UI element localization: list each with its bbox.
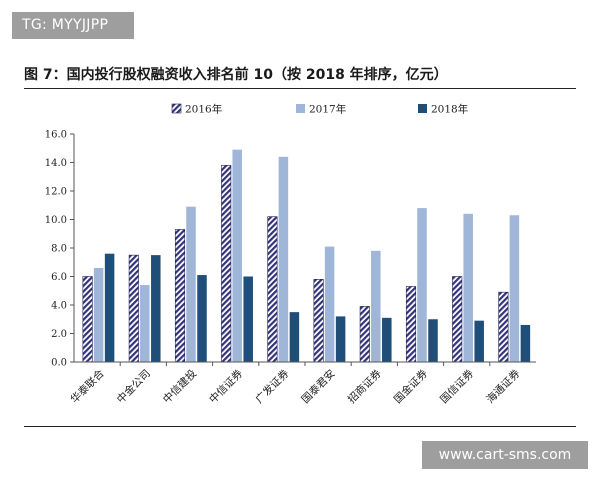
bar-2017 [371, 250, 381, 362]
x-category-label: 国信证券 [437, 367, 476, 406]
bar-2018 [104, 253, 115, 362]
bar-2016 [221, 165, 232, 363]
bar-2017 [509, 215, 520, 362]
watermark: www.cart-sms.com [422, 441, 588, 469]
bar-2018 [243, 276, 253, 362]
chart-bars [82, 149, 531, 363]
bar-2016 [405, 286, 417, 363]
tag-label: TG: MYYJJPP [12, 12, 134, 39]
x-axis: 华泰联合 中金公司 中信建投 中信证券 广发证券 国泰君安 招商证券 国金证券 国信证券 海通证券 [68, 361, 536, 406]
legend-swatch-2017 [296, 104, 305, 113]
y-tick-label: 6.0 [51, 272, 67, 283]
bar-2017 [93, 267, 104, 362]
bottom-rule [24, 426, 576, 427]
bar-2018 [474, 320, 484, 362]
bar-2018 [289, 312, 300, 362]
bar-2016 [313, 279, 324, 363]
bar-2017 [232, 149, 242, 362]
legend-label-2017: 2017年 [309, 103, 346, 116]
y-tick-label: 2.0 [51, 329, 67, 340]
y-tick-label: 16.0 [45, 130, 67, 141]
bar-2016 [498, 291, 509, 363]
y-tick-label: 14.0 [45, 158, 67, 169]
bar-2017 [324, 246, 335, 362]
x-category-label: 国泰君安 [299, 367, 338, 406]
legend-label-2018: 2018年 [431, 103, 468, 116]
bar-2017 [140, 285, 150, 362]
bar-2016 [82, 276, 93, 363]
bar-2016 [359, 306, 370, 363]
y-tick-label: 10.0 [45, 215, 67, 226]
x-category-label: 中信建投 [160, 367, 199, 406]
legend-swatch-2016 [171, 103, 182, 114]
x-category-label: 海通证券 [484, 367, 523, 406]
x-category-label: 中金公司 [114, 367, 153, 406]
bar-2018 [428, 319, 438, 362]
title-rule [24, 88, 576, 89]
bar-2017 [417, 208, 427, 362]
bar-2018 [335, 316, 346, 362]
bar-2017 [463, 213, 473, 362]
bar-2017 [186, 206, 196, 362]
x-category-label: 招商证券 [345, 367, 384, 406]
x-category-label: 国金证券 [391, 367, 430, 406]
x-category-label: 华泰联合 [68, 367, 107, 406]
x-category-label: 中信证券 [206, 367, 245, 406]
y-tick-label: 4.0 [51, 301, 67, 312]
bar-2018 [197, 275, 207, 362]
y-tick-label: 0.0 [51, 358, 67, 369]
x-category-label: 广发证券 [253, 367, 292, 406]
bar-2017 [278, 156, 289, 362]
figure-title: 图 7：国内投行股权融资收入排名前 10（按 2018 年排序，亿元） [24, 67, 448, 83]
legend-swatch-2018 [418, 104, 427, 113]
y-tick-label: 12.0 [45, 187, 67, 198]
legend-label-2016: 2016年 [185, 103, 222, 116]
bar-2018 [382, 317, 392, 362]
bar-2016 [267, 216, 278, 363]
bar-2018 [520, 324, 531, 362]
bar-2016 [452, 276, 463, 363]
bar-2016 [128, 254, 139, 363]
y-axis: 0.0 2.0 4.0 6.0 8.0 10.0 12.0 14.0 16.0 [45, 130, 75, 369]
bar-2016 [174, 229, 186, 363]
bar-2018 [151, 255, 161, 362]
chart-legend: 2016年 2017年 2018年 [171, 103, 468, 116]
y-tick-label: 8.0 [51, 244, 67, 255]
